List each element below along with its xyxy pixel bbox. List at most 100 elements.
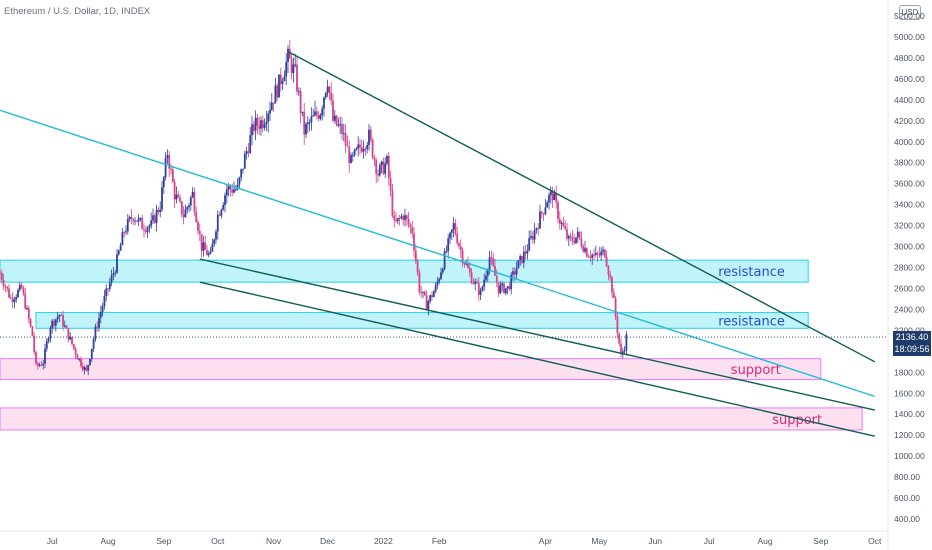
candle-body bbox=[326, 86, 329, 93]
candle-body bbox=[517, 260, 520, 269]
y-tick-label: 1600.00 bbox=[894, 388, 925, 398]
candle-body bbox=[470, 272, 473, 284]
candle-body bbox=[36, 363, 39, 366]
candle-body bbox=[359, 144, 361, 148]
candle-body bbox=[8, 288, 10, 298]
candle-body bbox=[533, 230, 536, 240]
candle-body bbox=[296, 64, 298, 92]
resistance-zone-label: resistance bbox=[718, 314, 785, 329]
candle-body bbox=[589, 256, 592, 258]
candle-body bbox=[364, 148, 367, 150]
candle-body bbox=[76, 354, 79, 360]
candle-body bbox=[44, 348, 46, 364]
candle-body bbox=[278, 74, 280, 98]
candle-body bbox=[413, 233, 415, 251]
candle-body bbox=[375, 160, 378, 174]
candle-body bbox=[373, 157, 376, 161]
candle-body bbox=[22, 287, 25, 294]
candle-body bbox=[20, 284, 23, 288]
support-zone[interactable] bbox=[0, 358, 822, 381]
candle-body bbox=[247, 151, 250, 153]
candle-body bbox=[580, 238, 583, 247]
y-tick-label: 2600.00 bbox=[894, 283, 925, 293]
candle-body bbox=[614, 297, 617, 317]
candle-body bbox=[357, 144, 360, 149]
candle-body bbox=[105, 288, 108, 296]
candle-body bbox=[101, 306, 104, 312]
trendline-upper-descending[interactable] bbox=[287, 51, 876, 363]
candle-body bbox=[117, 250, 120, 255]
candle-body bbox=[213, 239, 216, 245]
candle-body bbox=[366, 145, 369, 150]
candle-body bbox=[540, 211, 543, 214]
candle-body bbox=[429, 295, 432, 302]
candle-body bbox=[72, 344, 75, 349]
candle-body bbox=[18, 284, 21, 291]
candle-body bbox=[553, 193, 556, 200]
candle-body bbox=[621, 351, 624, 355]
resistance-zone[interactable] bbox=[0, 259, 809, 283]
candle-body bbox=[539, 211, 541, 229]
y-tick-label: 1400.00 bbox=[894, 409, 925, 419]
candle-body bbox=[423, 291, 426, 296]
candle-body bbox=[368, 129, 370, 146]
x-tick-label: Oct bbox=[868, 536, 882, 546]
resistance-zone[interactable] bbox=[35, 312, 809, 329]
candle-body bbox=[125, 231, 127, 233]
trendline-long-cyan[interactable] bbox=[0, 109, 876, 398]
candle-body bbox=[126, 219, 129, 232]
candle-body bbox=[593, 254, 595, 256]
candle-body bbox=[362, 148, 365, 152]
support-zone[interactable] bbox=[0, 407, 863, 431]
candle-body bbox=[236, 184, 239, 189]
candle-body bbox=[216, 214, 219, 232]
candle-body bbox=[468, 267, 471, 273]
candle-body bbox=[69, 336, 72, 340]
candle-body bbox=[535, 228, 538, 231]
candle-body bbox=[519, 255, 522, 261]
candle-body bbox=[29, 318, 32, 327]
candle-body bbox=[436, 281, 439, 286]
candle-body bbox=[425, 295, 428, 310]
candle-body bbox=[121, 232, 124, 246]
candle-body bbox=[63, 325, 66, 327]
candle-body bbox=[515, 268, 518, 275]
trendline-lower-descending[interactable] bbox=[199, 281, 875, 437]
currency-button[interactable]: USD bbox=[899, 5, 921, 20]
x-tick-label: Dec bbox=[320, 536, 336, 546]
candle-body bbox=[116, 254, 118, 273]
candle-body bbox=[11, 298, 14, 302]
candle-body bbox=[398, 217, 401, 219]
candle-body bbox=[427, 301, 430, 310]
candle-body bbox=[184, 209, 187, 218]
candle-body bbox=[204, 242, 207, 250]
candle-body bbox=[90, 348, 93, 359]
candle-body bbox=[33, 336, 36, 353]
candle-body bbox=[569, 236, 572, 238]
candle-body bbox=[483, 279, 486, 287]
candle-body bbox=[461, 250, 464, 264]
chart-title: Ethereum / U.S. Dollar, 1D, INDEX bbox=[4, 6, 151, 17]
trendline-mid-descending[interactable] bbox=[199, 258, 875, 411]
candle-body bbox=[220, 209, 223, 216]
candle-body bbox=[229, 186, 232, 190]
candle-body bbox=[618, 333, 621, 344]
candle-body bbox=[488, 257, 491, 271]
candle-body bbox=[450, 229, 453, 233]
y-tick-label: 3000.00 bbox=[894, 242, 925, 252]
candle-body bbox=[544, 207, 547, 214]
candle-body bbox=[67, 328, 70, 340]
candle-body bbox=[310, 116, 313, 123]
y-tick-label: 2800.00 bbox=[894, 263, 925, 273]
y-tick-label: 3200.00 bbox=[894, 221, 925, 231]
candle-body bbox=[143, 229, 145, 231]
candle-body bbox=[530, 236, 532, 239]
candle-body bbox=[499, 285, 502, 294]
candle-body bbox=[330, 92, 333, 101]
x-tick-label: Sep bbox=[156, 536, 171, 546]
candle-body bbox=[315, 111, 318, 116]
candle-body bbox=[162, 177, 165, 188]
candle-body bbox=[297, 91, 300, 93]
candle-body bbox=[180, 201, 183, 215]
